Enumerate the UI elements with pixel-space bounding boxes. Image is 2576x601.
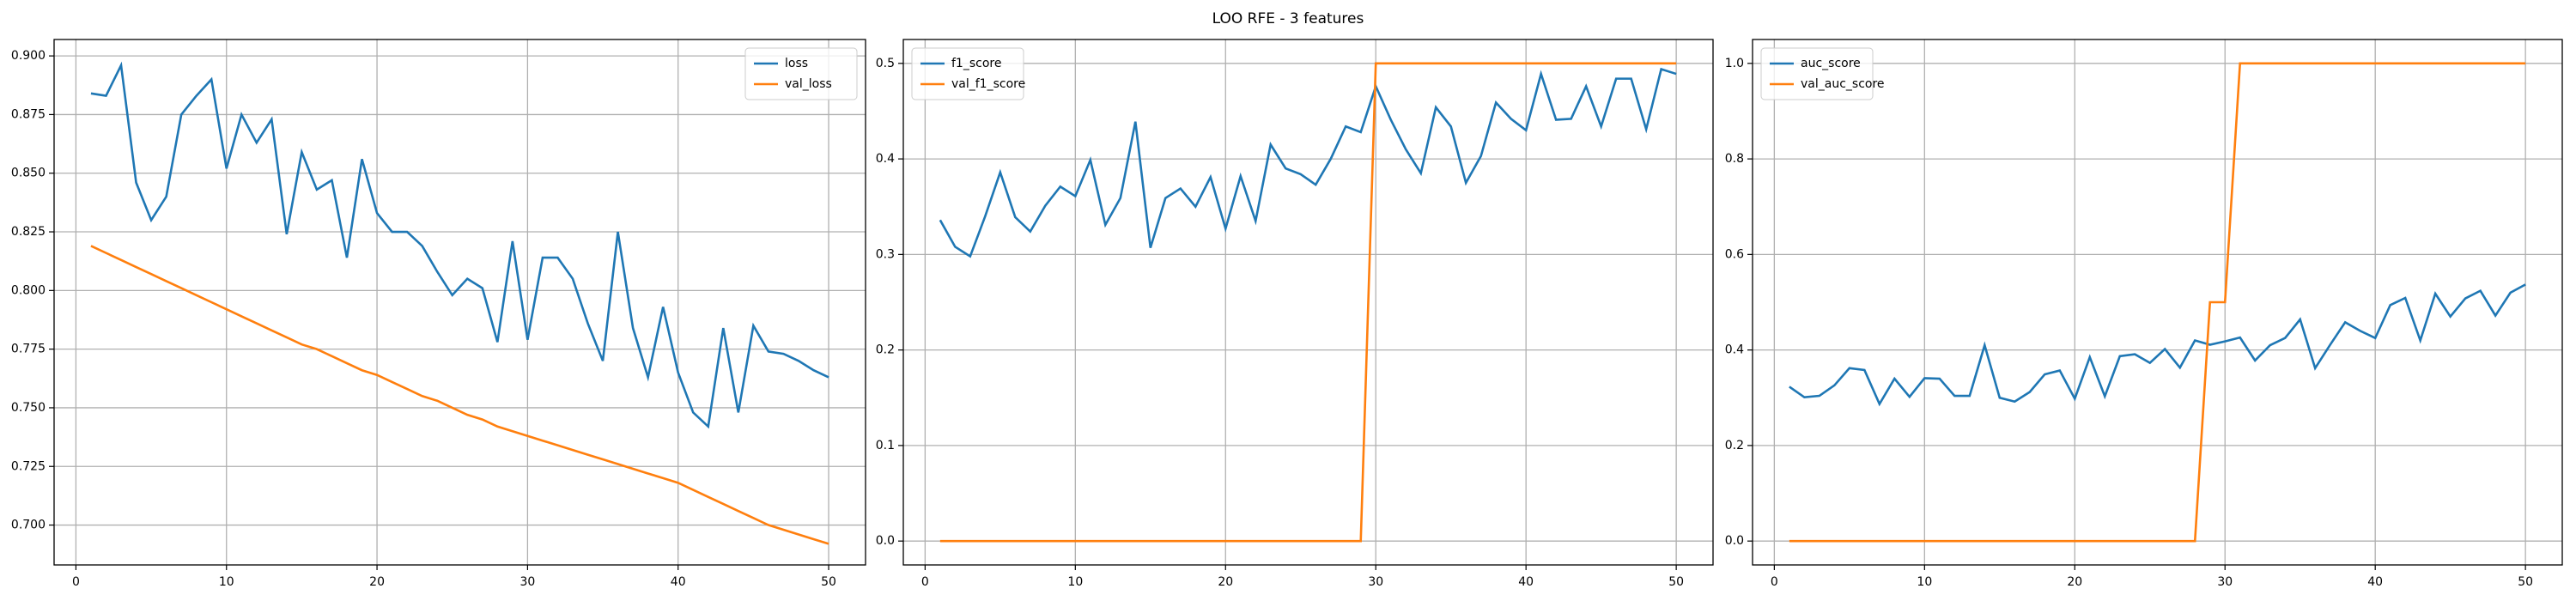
y-tick-label: 0.8 [1725, 152, 1744, 166]
y-tick-label: 0.4 [1725, 343, 1744, 357]
x-tick-label: 0 [921, 575, 929, 589]
legend: loss val_loss [744, 47, 858, 100]
y-tick-label: 0.850 [11, 167, 46, 180]
legend-box [1760, 47, 1874, 100]
y-tick-label: 0.0 [876, 534, 895, 548]
x-tick-label: 20 [1218, 575, 1233, 589]
legend-label: val_auc_score [1801, 77, 1885, 91]
series-line [90, 245, 829, 545]
x-tick-label: 20 [369, 575, 385, 589]
x-tick-label: 40 [671, 575, 686, 589]
figure-title: LOO RFE - 3 features [1212, 10, 1364, 27]
x-tick-label: 40 [2367, 575, 2383, 589]
y-tick-label: 0.700 [11, 519, 46, 532]
series-line [939, 62, 1677, 543]
plot-frame [1752, 39, 2563, 566]
legend: auc_score val_auc_score [1760, 47, 1885, 100]
y-tick-label: 0.6 [1725, 247, 1744, 261]
x-tick-label: 30 [1368, 575, 1383, 589]
legend-label: auc_score [1801, 57, 1861, 70]
x-tick-label: 0 [1771, 575, 1778, 589]
y-tick-label: 0.2 [876, 343, 895, 357]
y-tick-label: 0.900 [11, 49, 46, 63]
y-tick-label: 0.5 [876, 57, 895, 70]
x-tick-label: 0 [72, 575, 80, 589]
y-tick-label: 0.4 [876, 152, 895, 166]
y-tick-label: 0.825 [11, 225, 46, 239]
x-tick-label: 20 [2067, 575, 2082, 589]
y-tick-label: 0.725 [11, 459, 46, 473]
y-tick-label: 0.1 [876, 439, 895, 452]
x-tick-label: 50 [2518, 575, 2533, 589]
series-line [90, 61, 829, 429]
y-tick-label: 0.3 [876, 247, 895, 261]
legend-label: f1_score [951, 57, 1001, 70]
y-tick-label: 0.875 [11, 107, 46, 121]
legend-label: val_f1_score [951, 77, 1025, 91]
x-tick-label: 30 [519, 575, 535, 589]
y-tick-label: 0.775 [11, 343, 46, 356]
x-tick-label: 30 [2217, 575, 2233, 589]
series-line [939, 67, 1677, 258]
legend-label: loss [785, 57, 808, 70]
x-tick-label: 10 [1067, 575, 1083, 589]
y-tick-label: 1.0 [1725, 57, 1744, 70]
legend: f1_score val_f1_score [911, 47, 1025, 100]
legend-label: val_loss [785, 77, 832, 91]
x-tick-label: 50 [821, 575, 836, 589]
plot-frame [53, 39, 866, 566]
x-tick-label: 50 [1668, 575, 1684, 589]
series-line [1789, 283, 2526, 407]
x-tick-label: 10 [219, 575, 234, 589]
x-tick-label: 40 [1518, 575, 1534, 589]
y-tick-label: 0.2 [1725, 439, 1744, 452]
y-tick-label: 0.800 [11, 283, 46, 297]
y-tick-label: 0.0 [1725, 534, 1744, 548]
y-tick-label: 0.750 [11, 401, 46, 415]
legend-box [744, 47, 858, 100]
x-tick-label: 10 [1917, 575, 1932, 589]
series-line [1789, 62, 2526, 543]
plot-frame [902, 39, 1714, 566]
legend-box [911, 47, 1024, 100]
